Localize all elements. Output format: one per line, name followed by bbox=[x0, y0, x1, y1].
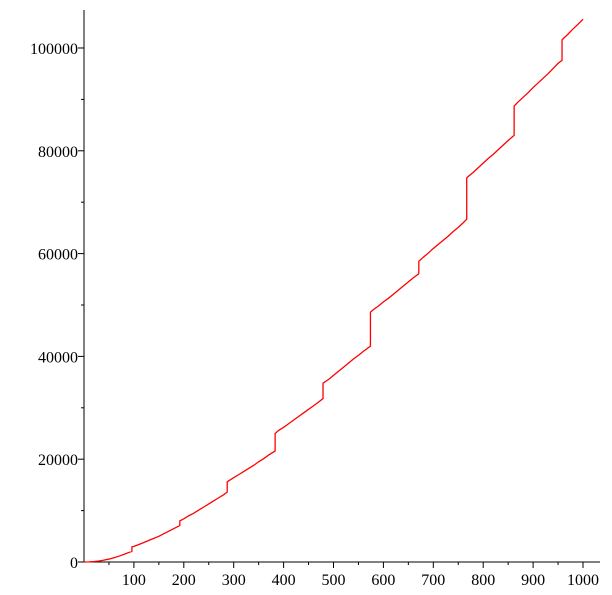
x-tick-label: 900 bbox=[521, 572, 545, 589]
x-tick-label: 400 bbox=[272, 572, 296, 589]
x-tick-label: 500 bbox=[322, 572, 346, 589]
y-tick-label: 0 bbox=[70, 555, 78, 572]
x-tick-label: 1000 bbox=[567, 572, 599, 589]
x-tick-label: 700 bbox=[421, 572, 445, 589]
x-tick-label: 600 bbox=[371, 572, 395, 589]
series-line bbox=[83, 18, 584, 563]
y-tick-label: 80000 bbox=[38, 144, 78, 161]
y-tick-label: 60000 bbox=[38, 247, 78, 264]
y-tick-label: 100000 bbox=[30, 41, 78, 58]
y-tick-label: 40000 bbox=[38, 349, 78, 366]
x-tick-label: 100 bbox=[122, 572, 146, 589]
x-tick-label: 200 bbox=[172, 572, 196, 589]
x-tick-label: 800 bbox=[471, 572, 495, 589]
y-tick-label: 20000 bbox=[38, 452, 78, 469]
x-tick-label: 300 bbox=[222, 572, 246, 589]
